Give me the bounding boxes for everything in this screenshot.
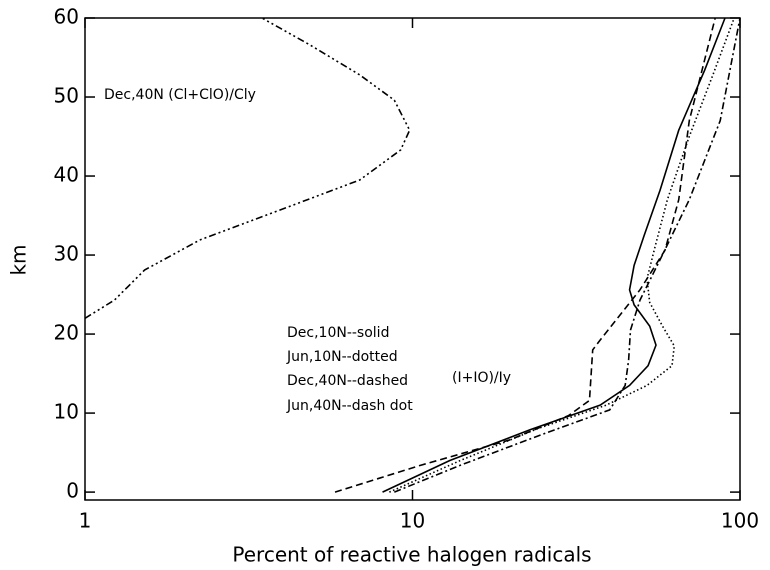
series-line	[334, 17, 716, 493]
legend-label: Dec,10N--solid	[287, 325, 389, 341]
y-tick-label: 40	[54, 163, 79, 187]
y-tick-label: 60	[54, 5, 79, 29]
legend-label: Jun,40N--dash dot	[286, 398, 413, 414]
y-tick-label: 0	[66, 479, 79, 503]
series-line	[382, 17, 726, 493]
x-axis-label: Percent of reactive halogen radicals	[232, 543, 591, 567]
x-tick-label: 1	[79, 509, 92, 533]
legend-label: Dec,40N--dashed	[287, 373, 408, 389]
series-line	[84, 17, 411, 319]
legend-label: Jun,10N--dotted	[286, 349, 398, 365]
y-tick-label: 10	[54, 400, 79, 424]
legend-label: Dec,40N (Cl+ClO)/Cly	[104, 87, 256, 103]
series-line	[389, 17, 735, 493]
y-tick-label: 20	[54, 321, 79, 345]
x-tick-label: 10	[400, 509, 425, 533]
y-tick-label: 30	[54, 242, 79, 266]
series-line	[394, 17, 741, 493]
y-axis-label: km	[7, 244, 31, 275]
y-tick-label: 50	[54, 84, 79, 108]
x-tick-label: 100	[721, 509, 759, 533]
annotation: (I+IO)/Iy	[452, 370, 511, 386]
